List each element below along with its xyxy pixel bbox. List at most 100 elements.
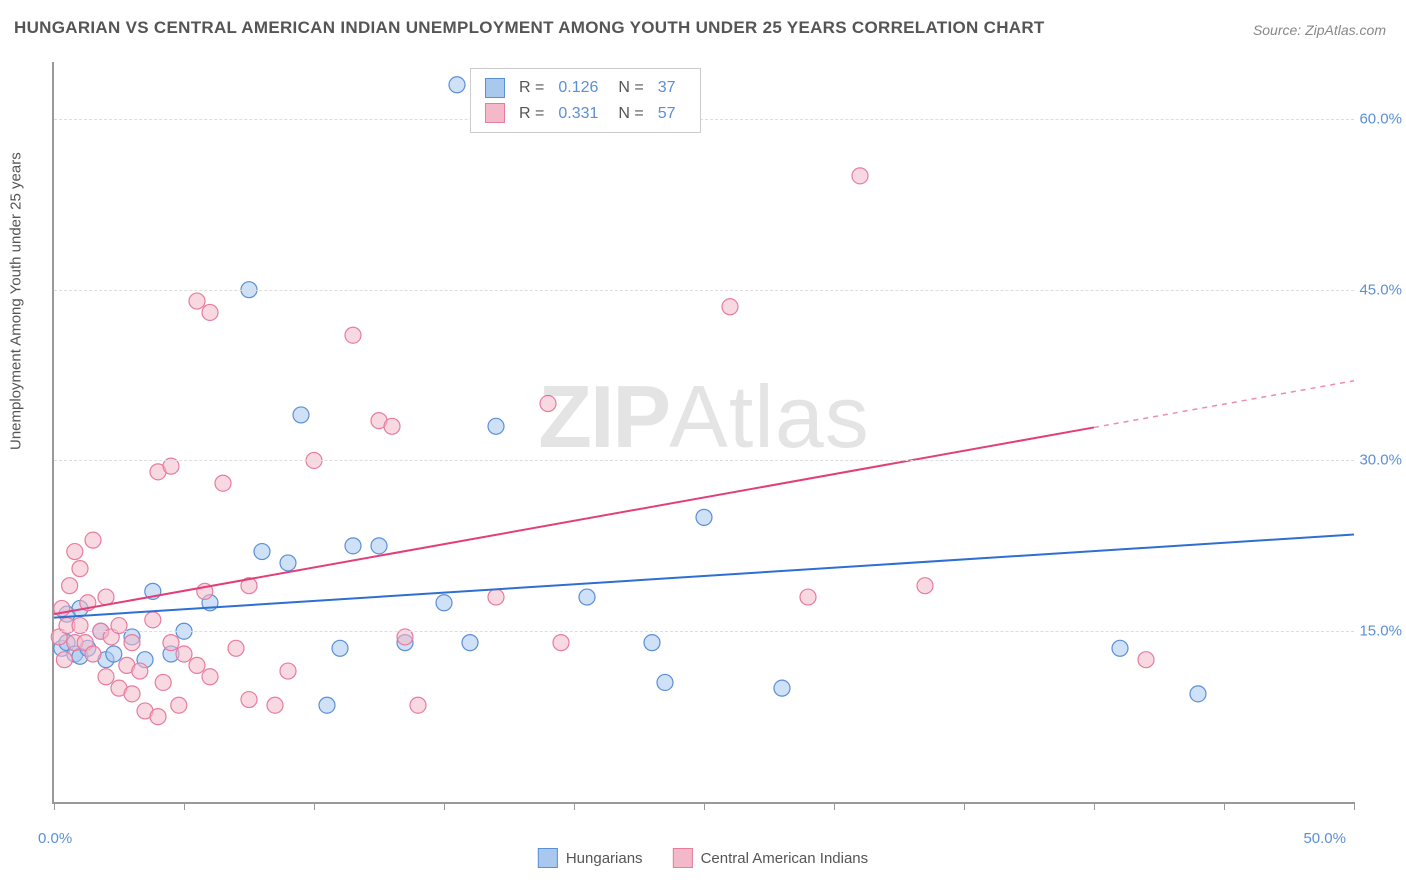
scatter-point: [150, 709, 166, 725]
gridline-h: [54, 460, 1354, 461]
legend-N-value: 57: [658, 101, 676, 127]
scatter-point: [800, 589, 816, 605]
scatter-point: [280, 663, 296, 679]
x-tick: [574, 802, 575, 810]
y-tick-label: 30.0%: [1359, 452, 1402, 469]
chart-container: HUNGARIAN VS CENTRAL AMERICAN INDIAN UNE…: [0, 0, 1406, 892]
x-tick: [704, 802, 705, 810]
scatter-point: [280, 555, 296, 571]
x-tick: [1094, 802, 1095, 810]
scatter-point: [72, 561, 88, 577]
y-axis-label: Unemployment Among Youth under 25 years: [8, 152, 25, 450]
legend-R-value: 0.126: [558, 75, 598, 101]
scatter-point: [436, 595, 452, 611]
source-attribution: Source: ZipAtlas.com: [1253, 22, 1386, 38]
x-tick: [54, 802, 55, 810]
scatter-point: [176, 646, 192, 662]
scatter-point: [241, 692, 257, 708]
x-tick: [314, 802, 315, 810]
plot-area: ZIPAtlas 15.0%30.0%45.0%60.0%: [52, 62, 1354, 804]
scatter-point: [696, 509, 712, 525]
legend-row: R = 0.331 N = 57: [485, 101, 686, 127]
scatter-point: [62, 578, 78, 594]
x-tick: [184, 802, 185, 810]
scatter-point: [189, 657, 205, 673]
y-tick-label: 45.0%: [1359, 281, 1402, 298]
scatter-point: [228, 640, 244, 656]
trend-line: [54, 534, 1354, 617]
x-tick: [964, 802, 965, 810]
scatter-point: [332, 640, 348, 656]
series-legend-label: Central American Indians: [701, 850, 869, 867]
scatter-point: [189, 293, 205, 309]
scatter-point: [722, 299, 738, 315]
y-tick-label: 60.0%: [1359, 110, 1402, 127]
legend-swatch: [673, 848, 693, 868]
scatter-plot-svg: [54, 62, 1354, 802]
scatter-point: [540, 396, 556, 412]
scatter-point: [124, 635, 140, 651]
legend-R-label: R =: [519, 75, 544, 101]
scatter-point: [1190, 686, 1206, 702]
gridline-h: [54, 631, 1354, 632]
x-tick: [1354, 802, 1355, 810]
legend-N-label: N =: [618, 75, 643, 101]
scatter-point: [98, 589, 114, 605]
y-tick-label: 15.0%: [1359, 623, 1402, 640]
legend-N-label: N =: [618, 101, 643, 127]
x-axis-min-label: 0.0%: [38, 830, 72, 847]
legend-row: R = 0.126 N = 37: [485, 75, 686, 101]
legend-N-value: 37: [658, 75, 676, 101]
scatter-point: [488, 589, 504, 605]
scatter-point: [917, 578, 933, 594]
x-tick: [444, 802, 445, 810]
scatter-point: [171, 697, 187, 713]
legend-swatch: [485, 103, 505, 123]
scatter-point: [202, 669, 218, 685]
chart-title: HUNGARIAN VS CENTRAL AMERICAN INDIAN UNE…: [14, 18, 1045, 38]
x-axis-max-label: 50.0%: [1303, 830, 1346, 847]
scatter-point: [202, 304, 218, 320]
legend-swatch: [538, 848, 558, 868]
scatter-point: [67, 544, 83, 560]
scatter-point: [293, 407, 309, 423]
scatter-point: [132, 663, 148, 679]
series-legend-item: Central American Indians: [673, 848, 869, 868]
series-legend-item: Hungarians: [538, 848, 643, 868]
scatter-point: [774, 680, 790, 696]
scatter-point: [657, 674, 673, 690]
scatter-point: [267, 697, 283, 713]
scatter-point: [163, 635, 179, 651]
scatter-point: [371, 538, 387, 554]
scatter-point: [345, 538, 361, 554]
scatter-point: [410, 697, 426, 713]
scatter-point: [852, 168, 868, 184]
scatter-point: [319, 697, 335, 713]
legend-swatch: [485, 78, 505, 98]
scatter-point: [553, 635, 569, 651]
scatter-point: [85, 646, 101, 662]
scatter-point: [124, 686, 140, 702]
scatter-point: [1112, 640, 1128, 656]
scatter-point: [644, 635, 660, 651]
legend-R-value: 0.331: [558, 101, 598, 127]
scatter-point: [106, 646, 122, 662]
gridline-h: [54, 290, 1354, 291]
series-legend: Hungarians Central American Indians: [538, 848, 868, 868]
legend-R-label: R =: [519, 101, 544, 127]
scatter-point: [98, 669, 114, 685]
scatter-point: [345, 327, 361, 343]
scatter-point: [145, 612, 161, 628]
scatter-point: [1138, 652, 1154, 668]
trend-line: [54, 427, 1094, 614]
scatter-point: [85, 532, 101, 548]
x-tick: [1224, 802, 1225, 810]
scatter-point: [155, 674, 171, 690]
scatter-point: [56, 652, 72, 668]
scatter-point: [384, 418, 400, 434]
gridline-h: [54, 119, 1354, 120]
scatter-point: [215, 475, 231, 491]
scatter-point: [462, 635, 478, 651]
correlation-legend: R = 0.126 N = 37 R = 0.331 N = 57: [470, 68, 701, 133]
scatter-point: [488, 418, 504, 434]
